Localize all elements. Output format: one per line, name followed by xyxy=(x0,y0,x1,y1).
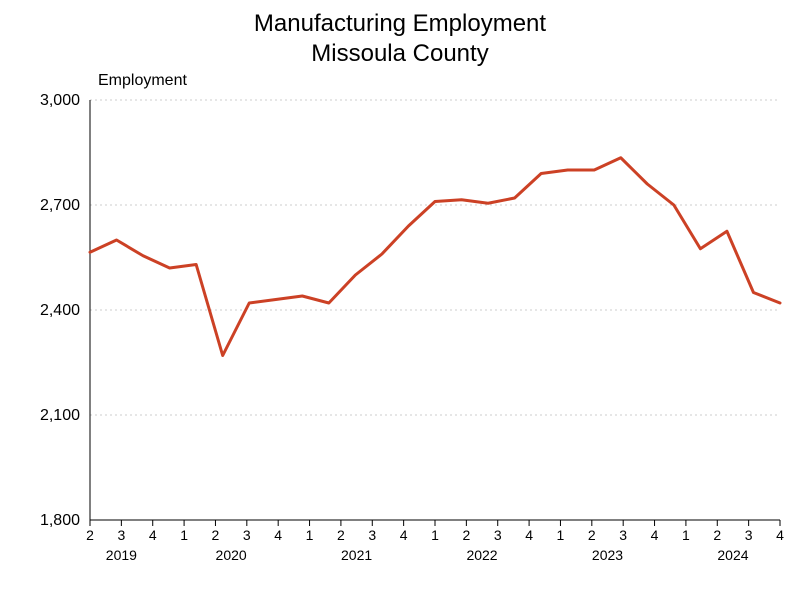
x-tick-label: 3 xyxy=(368,527,376,543)
x-tick-label: 1 xyxy=(306,527,314,543)
x-tick-label: 3 xyxy=(745,527,753,543)
x-tick-label: 4 xyxy=(400,527,408,543)
x-tick-label: 4 xyxy=(651,527,659,543)
x-year-label: 2022 xyxy=(466,547,497,563)
chart-svg: 1,800 2,100 2,400 2,700 3,000 2 3 4 1 2 3 4 1 2 3 4 1 2 3 4… xyxy=(0,0,800,600)
x-tick-label: 2 xyxy=(86,527,94,543)
y-tick-label: 3,000 xyxy=(40,92,80,109)
y-tick-label: 2,400 xyxy=(40,302,80,319)
x-tick-label: 2 xyxy=(337,527,345,543)
x-tick-label: 1 xyxy=(180,527,188,543)
x-tick-label: 1 xyxy=(682,527,690,543)
x-tick-label: 2 xyxy=(588,527,596,543)
x-year-label: 2019 xyxy=(106,547,137,563)
x-tick-label: 4 xyxy=(149,527,157,543)
x-tick-label: 3 xyxy=(243,527,251,543)
x-tick-label: 2 xyxy=(713,527,721,543)
x-tick-label: 4 xyxy=(274,527,282,543)
x-year-label: 2024 xyxy=(717,547,748,563)
y-tick-label: 2,700 xyxy=(40,197,80,214)
x-tick-label: 3 xyxy=(117,527,125,543)
x-tick-label: 3 xyxy=(494,527,502,543)
chart-container: Manufacturing Employment Missoula County… xyxy=(0,0,800,600)
x-tick-label: 2 xyxy=(212,527,220,543)
x-tick-label: 1 xyxy=(557,527,565,543)
employment-line xyxy=(90,158,780,356)
x-year-label: 2023 xyxy=(592,547,623,563)
y-tick-label: 2,100 xyxy=(40,407,80,424)
x-tick-label: 4 xyxy=(776,527,784,543)
x-tick-label: 1 xyxy=(431,527,439,543)
x-tick-label: 2 xyxy=(462,527,470,543)
x-tick-label: 4 xyxy=(525,527,533,543)
x-year-label: 2020 xyxy=(216,547,247,563)
x-tick-label: 3 xyxy=(619,527,627,543)
y-tick-label: 1,800 xyxy=(40,512,80,529)
x-year-label: 2021 xyxy=(341,547,372,563)
